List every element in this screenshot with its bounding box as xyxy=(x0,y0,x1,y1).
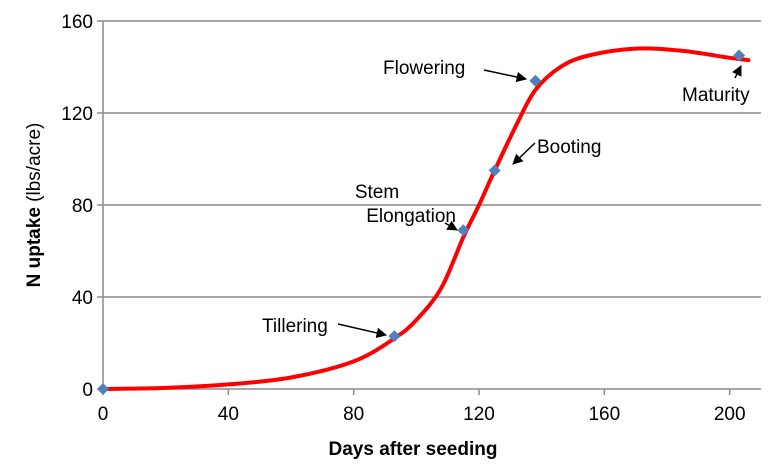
y-tick-label: 40 xyxy=(72,288,93,309)
x-tick-label: 0 xyxy=(98,404,109,425)
annotation-arrow xyxy=(732,65,742,79)
x-tick-label: 120 xyxy=(463,404,495,425)
data-point xyxy=(457,224,470,237)
stage-label: Maturity xyxy=(682,85,750,106)
y-axis-label: N uptake (lbs/acre) xyxy=(24,123,45,288)
data-point xyxy=(529,74,542,87)
data-point xyxy=(733,49,746,62)
stage-label: Tillering xyxy=(262,316,328,337)
y-tick-label: 120 xyxy=(61,104,93,125)
x-tick-label: 40 xyxy=(218,404,239,425)
annotation-arrow xyxy=(444,220,458,231)
tick-labels: 0 40 80 120 160 0 40 80 120 160 200 xyxy=(61,12,745,425)
x-axis-label: Days after seeding xyxy=(329,439,498,460)
y-tick-label: 0 xyxy=(82,380,93,401)
stage-label: Flowering xyxy=(383,58,465,79)
annotation-arrow xyxy=(337,323,388,339)
x-tick-label: 80 xyxy=(343,404,364,425)
stage-label: Stem xyxy=(355,182,399,203)
stage-label: Booting xyxy=(537,137,601,158)
stage-annotations: Tillering Stem Elongation Booting Flowering M… xyxy=(262,58,750,339)
y-tick-label: 160 xyxy=(61,12,93,33)
annotation-arrow xyxy=(512,142,536,165)
x-tick-label: 200 xyxy=(714,404,746,425)
uptake-curve xyxy=(101,46,751,391)
data-point xyxy=(488,164,501,177)
x-tick-label: 160 xyxy=(588,404,620,425)
stage-label: Elongation xyxy=(366,206,456,227)
y-axis-label-main: N uptake xyxy=(24,207,45,287)
annotation-arrow xyxy=(483,69,528,83)
y-tick-label: 80 xyxy=(72,196,93,217)
data-point xyxy=(388,330,401,343)
data-point xyxy=(97,383,109,395)
data-points xyxy=(97,49,746,395)
y-axis-label-unit: (lbs/acre) xyxy=(24,123,45,207)
grid-lines xyxy=(103,20,761,298)
